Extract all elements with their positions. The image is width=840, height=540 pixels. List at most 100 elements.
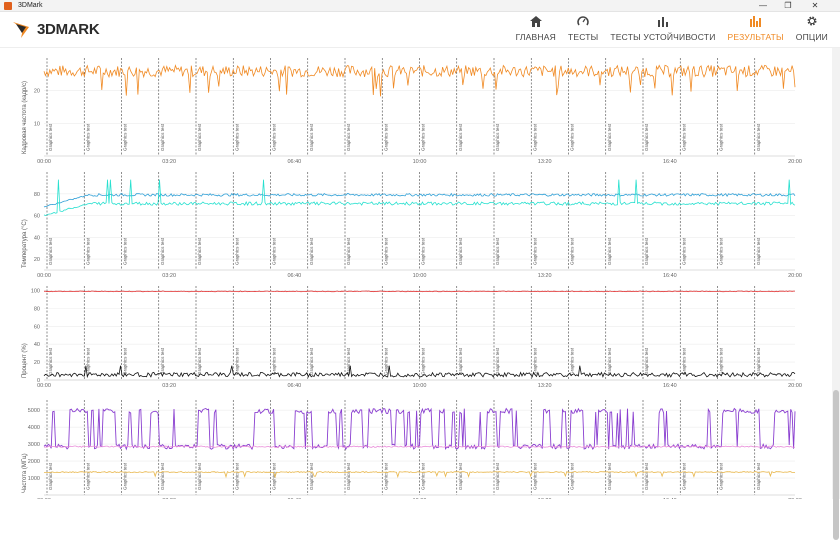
y-tick-label: 20 [34,89,40,95]
test-marker-label: Graphics test [309,462,314,490]
test-marker-label: Graphics test [495,462,500,490]
y-tick-label: 4000 [28,425,40,431]
y-axis-label: Температура (°C) [22,219,28,268]
test-marker-label: Graphics test [719,237,724,265]
nav-home[interactable]: ГЛАВНАЯ [516,14,556,42]
test-marker-label: Graphics test [421,123,426,151]
test-marker-label: Graphics test [719,462,724,490]
test-marker-label: Graphics test [48,237,53,265]
test-marker-label: Graphics test [681,462,686,490]
test-marker-label: Graphics test [681,347,686,375]
test-marker-label: Graphics test [681,237,686,265]
test-marker-label: Graphics test [756,347,761,375]
test-marker-label: Graphics test [234,347,239,375]
test-marker-label: Graphics test [160,123,165,151]
test-marker-label: Graphics test [85,237,90,265]
y-tick-label: 40 [34,235,40,241]
test-marker-label: Graphics test [681,123,686,151]
nav-label: ТЕСТЫ [567,32,599,42]
test-marker-label: Graphics test [383,123,388,151]
test-marker-label: Graphics test [346,237,351,265]
y-tick-label: 40 [34,342,40,348]
nav-tests[interactable]: ТЕСТЫ [568,14,598,42]
y-axis-label: Частота (МГц) [22,453,28,493]
maximize-button[interactable]: ❐ [784,1,792,10]
test-marker-label: Graphics test [756,237,761,265]
y-tick-label: 60 [34,324,40,330]
window-title: 3DMark [18,2,43,9]
results-content[interactable]: 20 10 00:00 03:20 06:40 10:00 13:20 16:40 20:00 G… [0,48,840,499]
nav-options[interactable]: ОПЦИИ [796,14,828,42]
test-marker-label: Graphics test [48,123,53,151]
x-tick-label: 20:00 [788,159,802,165]
test-marker-label: Graphics test [644,237,649,265]
test-marker-label: Graphics test [234,123,239,151]
series-line [44,470,796,479]
y-axis-label: Кадровая частота (кадр/с) [22,80,28,154]
test-marker-label: Graphics test [346,347,351,375]
y-tick-label: 80 [34,306,40,312]
gauge-icon [577,14,589,28]
test-marker-label: Graphics test [570,462,575,490]
test-marker-label: Graphics test [421,237,426,265]
x-tick-label: 20:00 [788,273,802,279]
series-line [43,192,796,208]
x-tick-label: 16:40 [663,273,677,279]
test-marker-label: Graphics test [458,347,463,375]
scrollbar-thumb[interactable] [833,390,839,540]
window-titlebar: 3DMark — ❐ ✕ [0,0,840,12]
test-marker-label: Graphics test [607,237,612,265]
vertical-scrollbar[interactable] [832,48,840,540]
nav-stress-tests[interactable]: ТЕСТЫ УСТОЙЧИВОСТИ [610,14,715,42]
results-bars-icon [749,14,762,28]
x-tick-label: 20:00 [788,383,802,389]
test-marker-label: Graphics test [197,347,202,375]
x-tick-label: 13:20 [538,159,552,165]
y-tick-label: 1000 [28,476,40,482]
test-marker-label: Graphics test [495,123,500,151]
y-tick-label: 60 [34,214,40,220]
x-tick-label: 10:00 [413,273,427,279]
y-tick-label: 5000 [28,408,40,414]
test-marker-label: Graphics test [160,237,165,265]
x-tick-label: 00:00 [37,159,51,165]
test-marker-label: Graphics test [123,123,128,151]
test-marker-label: Graphics test [607,462,612,490]
nav-results[interactable]: РЕЗУЛЬТАТЫ [728,14,784,42]
series-line [43,64,796,97]
test-marker-label: Graphics test [272,347,277,375]
x-tick-label: 06:40 [287,273,301,279]
test-marker-label: Graphics test [756,462,761,490]
test-marker-label: Graphics test [197,462,202,490]
x-tick-label: 06:40 [287,159,301,165]
y-tick-label: 20 [34,257,40,263]
test-marker-label: Graphics test [458,123,463,151]
test-marker-label: Graphics test [160,462,165,490]
close-button[interactable]: ✕ [811,1,819,10]
monitoring-charts: 20 10 00:00 03:20 06:40 10:00 13:20 16:40 20:00 G… [28,58,802,499]
logo-icon [13,22,29,38]
logo[interactable]: 3DMARK [12,18,100,40]
test-marker-label: Graphics test [495,237,500,265]
x-tick-label: 13:20 [538,273,552,279]
y-tick-label: 3000 [28,442,40,448]
minimize-button[interactable]: — [759,1,767,10]
test-marker-label: Graphics test [383,462,388,490]
y-tick-label: 0 [37,378,40,384]
test-marker-label: Graphics test [532,462,537,490]
test-marker-label: Graphics test [123,237,128,265]
test-marker-label: Graphics test [607,123,612,151]
test-marker-label: Graphics test [123,462,128,490]
test-marker-label: Graphics test [719,123,724,151]
test-marker-label: Graphics test [644,347,649,375]
x-tick-label: 00:00 [37,383,51,389]
y-tick-label: 80 [34,192,40,198]
test-marker-label: Graphics test [756,123,761,151]
x-tick-label: 03:20 [162,159,176,165]
test-marker-label: Graphics test [272,123,277,151]
series-line [43,365,796,379]
test-marker-label: Graphics test [532,347,537,375]
x-tick-label: 16:40 [663,159,677,165]
test-marker-label: Graphics test [383,347,388,375]
test-marker-label: Graphics test [272,237,277,265]
